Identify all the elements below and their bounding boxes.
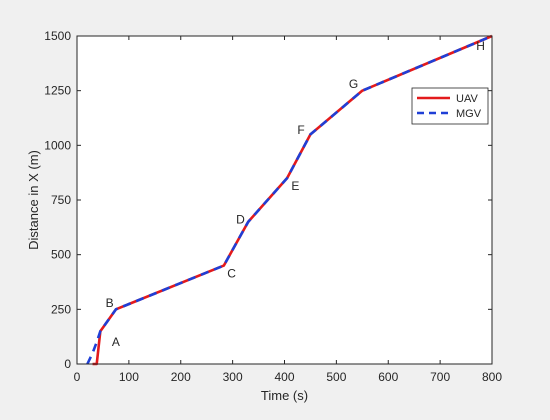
y-tick-label: 750 [51,193,71,207]
point-label-d: D [236,213,245,227]
legend-box [411,87,489,125]
point-label-h: H [476,39,485,53]
x-tick-label: 800 [482,370,502,384]
legend-label-mgv: MGV [456,108,482,120]
series-layer [86,34,493,366]
x-axis-label: Time (s) [261,388,308,403]
tick-layer: 0 100 200 300 400 500 600 700 800 0 250 500 750 1000 1… [44,29,502,384]
point-label-e: E [291,179,299,193]
x-tick-label: 400 [274,370,294,384]
x-tick-label: 500 [326,370,346,384]
point-label-f: F [297,123,304,137]
y-axis-label: Distance in X (m) [26,150,41,250]
point-label-c: C [227,266,236,280]
annotation-layer: A B C D E F G H [106,39,485,349]
x-tick-label: 0 [74,370,81,384]
legend: UAV MGV [411,87,489,125]
point-label-a: A [112,335,120,349]
x-tick-label: 700 [430,370,450,384]
y-tick-label: 1500 [44,29,71,43]
y-tick-label: 500 [51,248,71,262]
point-label-b: B [106,296,114,310]
x-tick-label: 600 [378,370,398,384]
y-tick-label: 1250 [44,84,71,98]
plot-frame [76,35,493,365]
plot-area [77,36,492,364]
y-tick-label: 0 [64,357,71,371]
x-tick-label: 200 [171,370,191,384]
point-label-g: G [349,77,358,91]
y-tick-label: 250 [51,302,71,316]
series-line-mgv [86,34,493,365]
x-tick-label: 100 [119,370,139,384]
y-tick-label: 1000 [44,138,71,152]
x-tick-label: 300 [223,370,243,384]
legend-label-uav: UAV [456,93,478,105]
